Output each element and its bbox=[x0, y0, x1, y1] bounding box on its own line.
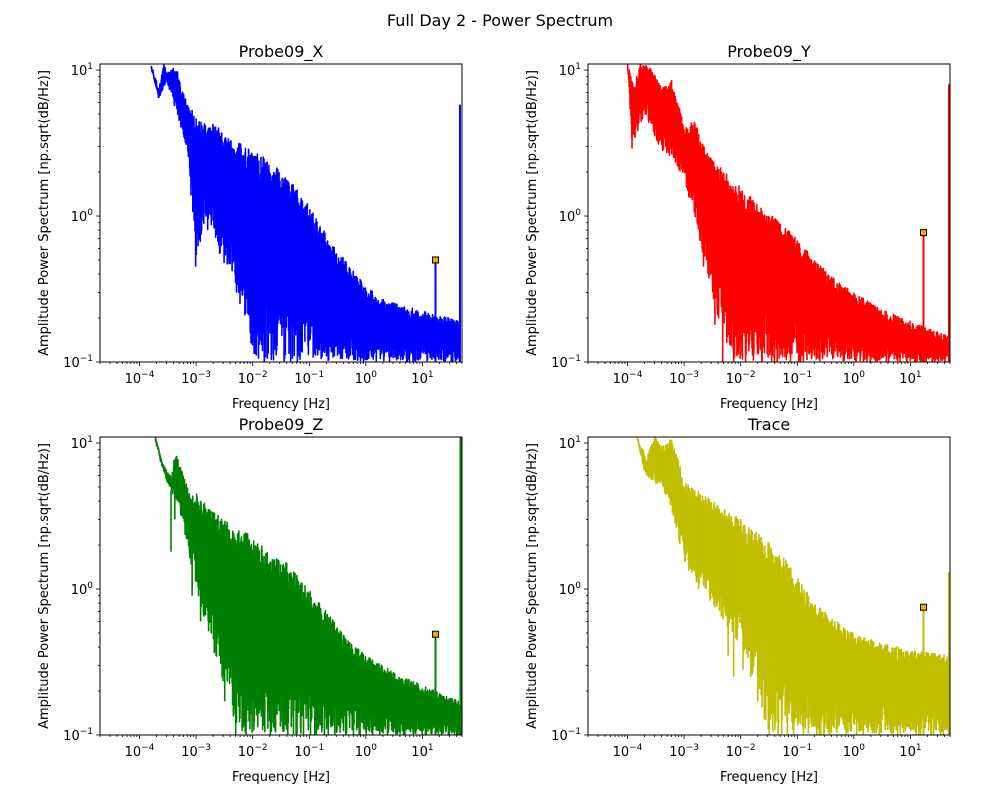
plot-frame bbox=[99, 436, 463, 736]
x-axis-label: Frequency [Hz] bbox=[232, 770, 330, 785]
x-axis-label: Frequency [Hz] bbox=[720, 770, 818, 785]
x-tick-label: 10−3 bbox=[669, 370, 699, 387]
x-tick-label: 100 bbox=[843, 743, 866, 760]
y-tick-label: 100 bbox=[71, 208, 94, 225]
subplot-title: Trace bbox=[747, 415, 790, 434]
plot-frame bbox=[587, 436, 951, 736]
y-tick-label: 101 bbox=[71, 62, 93, 79]
y-tick-label: 10−1 bbox=[63, 354, 93, 371]
y-axis-label: Amplitude Power Spectrum [np.sqrt(dB/Hz)… bbox=[525, 70, 540, 356]
series-line bbox=[626, 64, 950, 362]
plot-frame bbox=[99, 63, 463, 363]
series-line bbox=[154, 437, 461, 735]
plot-frame bbox=[587, 63, 951, 363]
y-tick-label: 100 bbox=[559, 208, 582, 225]
x-tick-label: 10−2 bbox=[726, 743, 756, 760]
peak-marker bbox=[431, 256, 439, 264]
y-tick-label: 100 bbox=[559, 581, 582, 598]
x-tick-label: 100 bbox=[355, 743, 378, 760]
y-tick-label: 101 bbox=[559, 62, 581, 79]
x-tick-label: 101 bbox=[899, 743, 921, 760]
subplot-title: Probe09_X bbox=[239, 42, 324, 62]
x-tick-label: 100 bbox=[355, 370, 378, 387]
y-tick-label: 101 bbox=[71, 435, 93, 452]
subplot-3: 10−4 10−3 10−2 10−1 100 101 10−1 100 101 Probe09_… bbox=[37, 415, 463, 785]
x-tick-label: 101 bbox=[899, 370, 921, 387]
peak-marker bbox=[431, 630, 439, 638]
x-axis-label: Frequency [Hz] bbox=[232, 397, 330, 412]
x-tick-label: 10−1 bbox=[294, 370, 324, 387]
x-tick-label: 10−2 bbox=[238, 370, 268, 387]
y-tick-label: 10−1 bbox=[551, 727, 581, 744]
y-tick-label: 10−1 bbox=[551, 354, 581, 371]
x-tick-label: 10−3 bbox=[669, 743, 699, 760]
x-tick-label: 10−3 bbox=[181, 370, 211, 387]
x-tick-label: 10−1 bbox=[782, 370, 812, 387]
subplot-4: 10−4 10−3 10−2 10−1 100 101 10−1 100 101 Trace Fre… bbox=[525, 415, 951, 785]
x-tick-label: 101 bbox=[411, 743, 433, 760]
peak-marker bbox=[919, 229, 927, 237]
x-tick-label: 10−2 bbox=[238, 743, 268, 760]
subplot-title: Probe09_Z bbox=[239, 415, 324, 435]
series-line bbox=[150, 64, 461, 362]
peak-marker bbox=[919, 603, 927, 611]
y-axis-label: Amplitude Power Spectrum [np.sqrt(dB/Hz)… bbox=[37, 443, 52, 729]
x-tick-label: 10−1 bbox=[782, 743, 812, 760]
x-tick-label: 10−4 bbox=[125, 743, 155, 760]
x-tick-label: 10−1 bbox=[294, 743, 324, 760]
y-axis-label: Amplitude Power Spectrum [np.sqrt(dB/Hz)… bbox=[525, 443, 540, 729]
x-axis-label: Frequency [Hz] bbox=[720, 397, 818, 412]
figure-title: Full Day 2 - Power Spectrum bbox=[386, 11, 614, 30]
x-tick-label: 10−3 bbox=[181, 743, 211, 760]
y-tick-label: 10−1 bbox=[63, 727, 93, 744]
x-tick-label: 10−4 bbox=[125, 370, 155, 387]
subplot-title: Probe09_Y bbox=[727, 42, 811, 62]
x-tick-label: 101 bbox=[411, 370, 433, 387]
y-tick-label: 101 bbox=[559, 435, 581, 452]
x-tick-label: 10−2 bbox=[726, 370, 756, 387]
subplot-1: 10−4 10−3 10−2 10−1 100 101 10−1 100 101 Probe09_… bbox=[37, 42, 463, 412]
subplot-2: 10−4 10−3 10−2 10−1 100 101 10−1 100 101 Probe09_… bbox=[525, 42, 951, 412]
y-tick-label: 100 bbox=[71, 581, 94, 598]
x-tick-label: 100 bbox=[843, 370, 866, 387]
series-line bbox=[636, 437, 950, 735]
y-axis-label: Amplitude Power Spectrum [np.sqrt(dB/Hz)… bbox=[37, 70, 52, 356]
x-tick-label: 10−4 bbox=[613, 370, 643, 387]
x-tick-label: 10−4 bbox=[613, 743, 643, 760]
